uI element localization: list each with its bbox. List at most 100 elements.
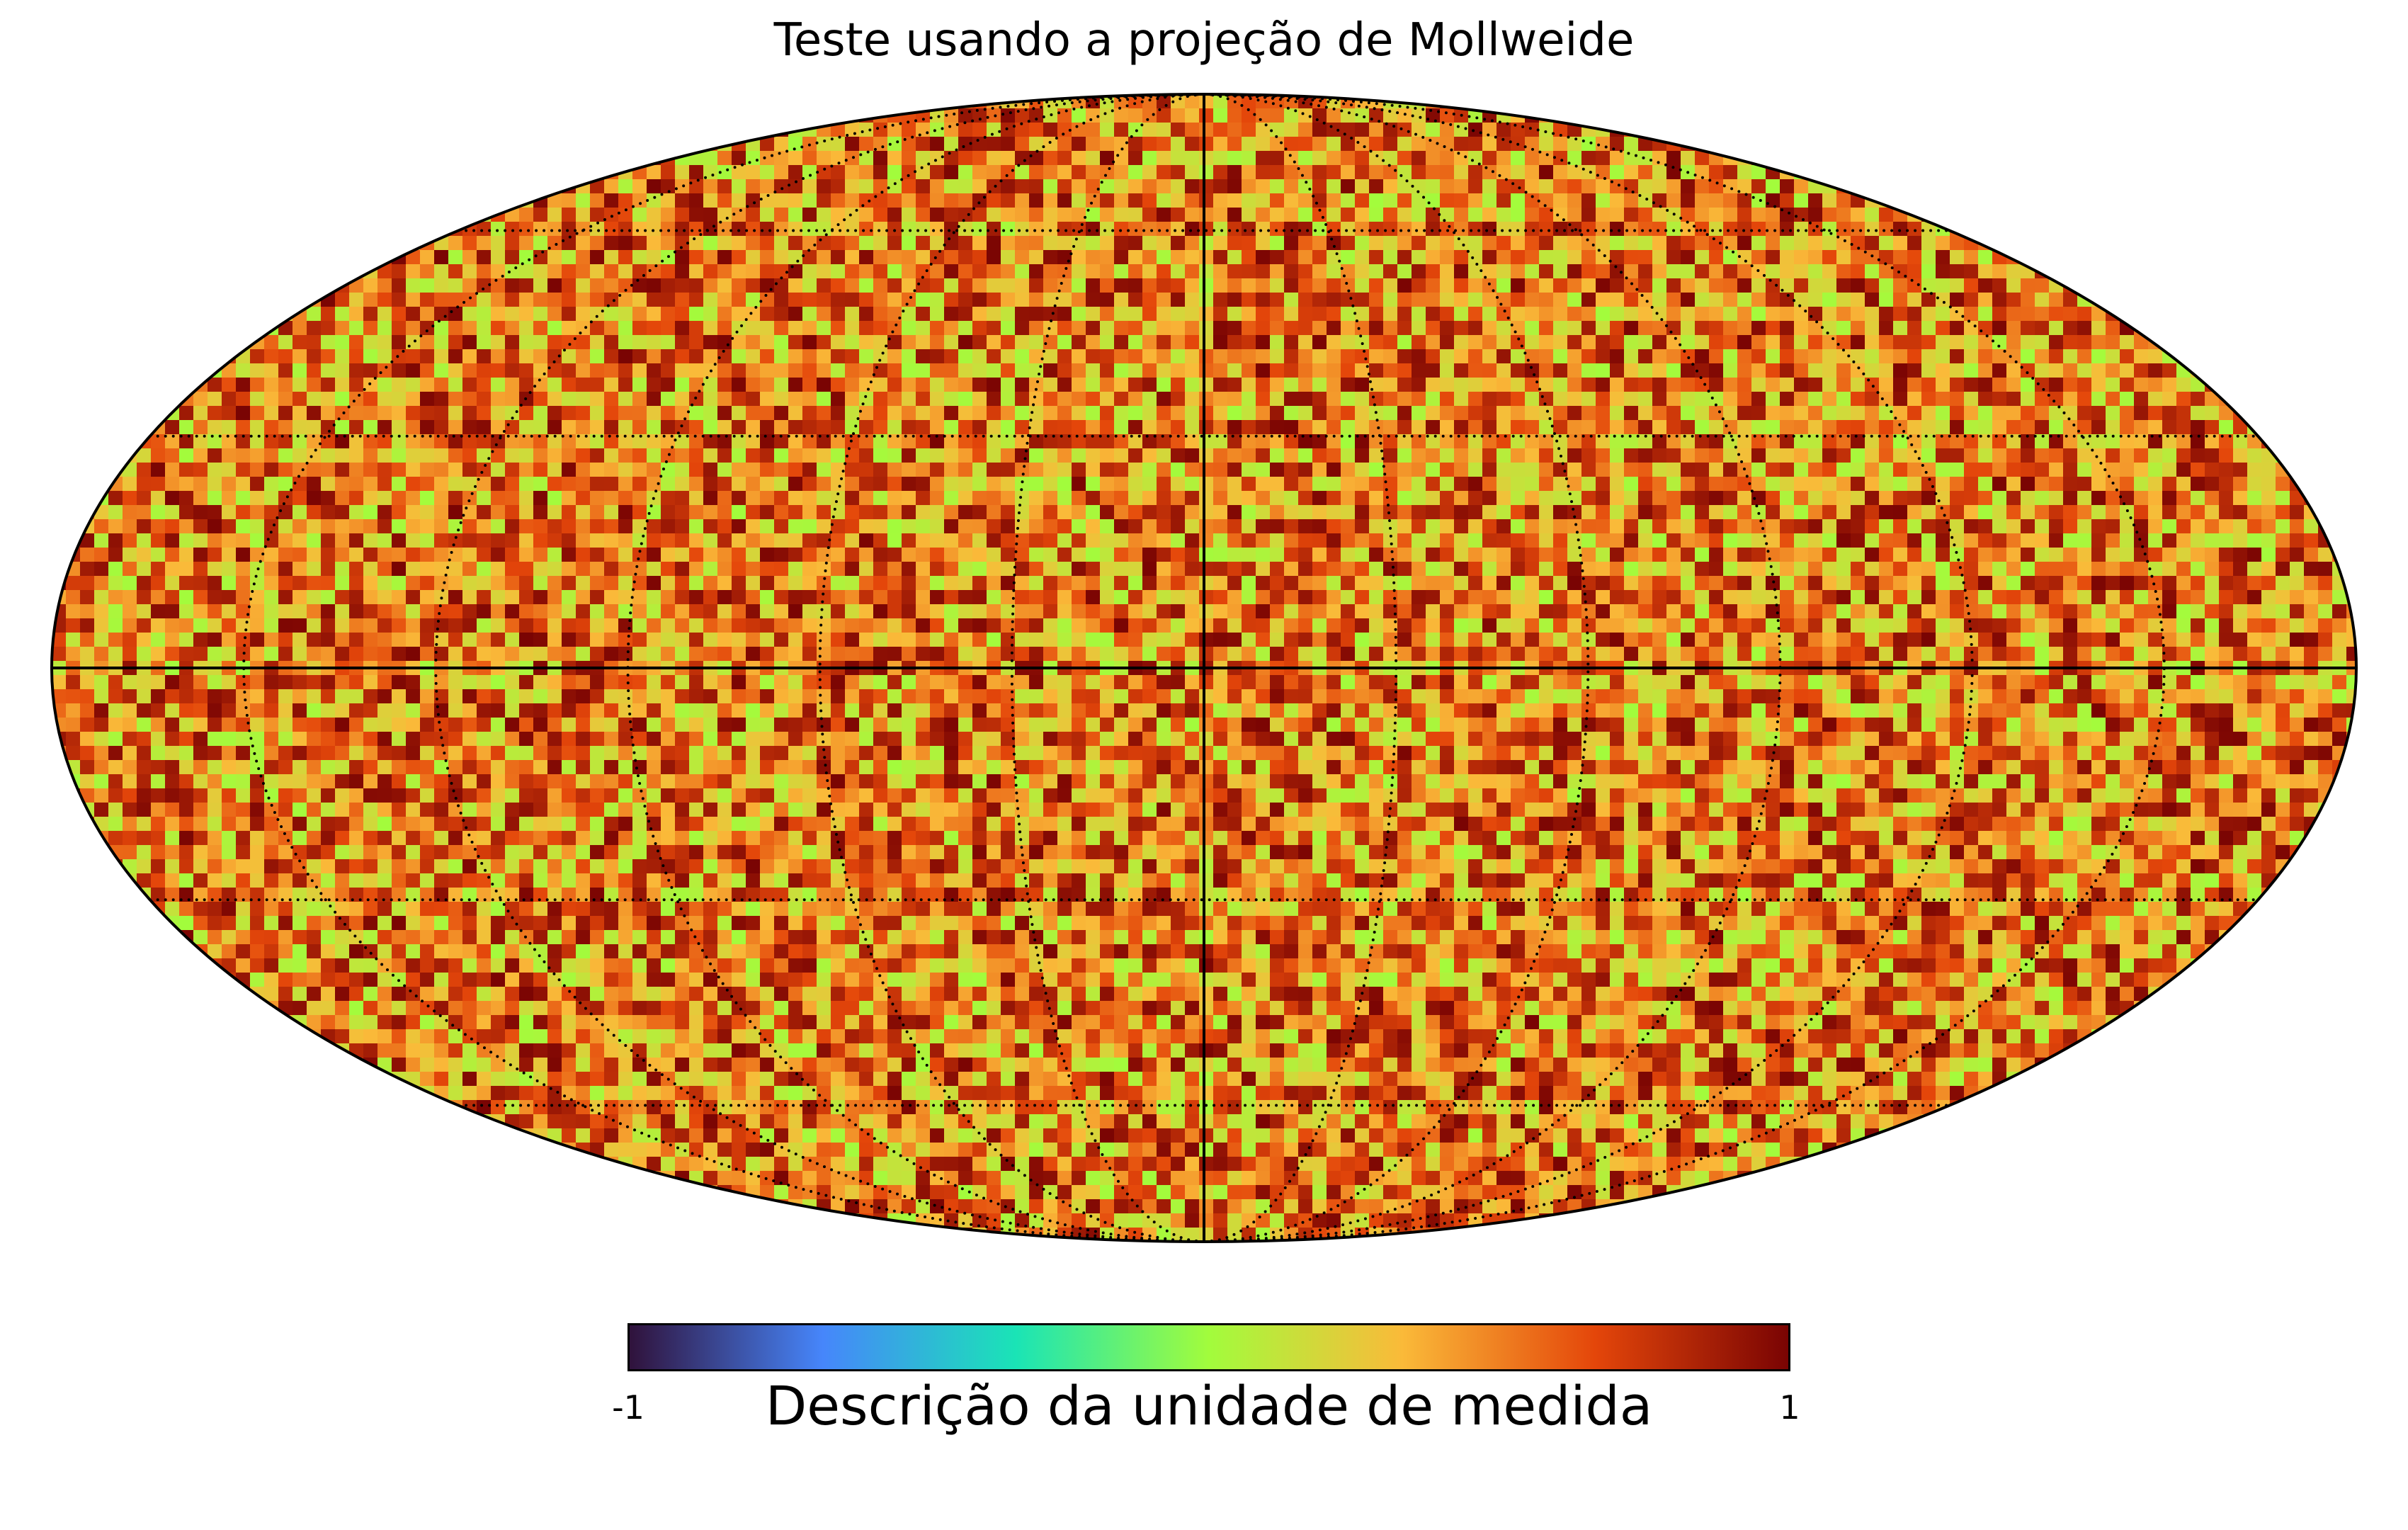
data-pixel: [236, 378, 251, 392]
data-pixel: [392, 562, 407, 577]
data-pixel: [1369, 448, 1384, 463]
data-pixel: [1440, 434, 1455, 449]
data-pixel: [1596, 434, 1611, 449]
data-pixel: [137, 420, 152, 435]
data-pixel: [1242, 363, 1256, 378]
data-pixel: [1865, 406, 1880, 421]
data-pixel: [1454, 165, 1469, 180]
data-pixel: [420, 307, 435, 322]
data-pixel: [1497, 307, 1511, 322]
data-pixel: [1213, 222, 1228, 237]
data-pixel: [703, 420, 718, 435]
data-pixel: [1525, 179, 1540, 194]
data-pixel: [1242, 618, 1256, 633]
data-pixel: [887, 491, 902, 506]
data-pixel: [2063, 533, 2078, 548]
data-pixel: [1822, 208, 1837, 222]
data-pixel: [689, 165, 704, 180]
data-pixel: [1185, 590, 1200, 605]
data-pixel: [1369, 278, 1384, 293]
data-pixel: [1879, 307, 1894, 322]
data-pixel: [533, 420, 548, 435]
data-pixel: [1369, 349, 1384, 364]
data-pixel: [434, 335, 449, 350]
data-pixel: [958, 392, 973, 407]
data-pixel: [151, 590, 166, 605]
data-pixel: [902, 363, 916, 378]
data-pixel: [1539, 392, 1554, 407]
data-pixel: [1312, 193, 1327, 208]
data-pixel: [1157, 491, 1171, 506]
data-pixel: [1695, 562, 1710, 577]
data-pixel: [703, 618, 718, 633]
data-pixel: [250, 363, 265, 378]
data-pixel: [420, 335, 435, 350]
data-pixel: [1624, 165, 1639, 180]
data-pixel: [222, 491, 237, 506]
data-pixel: [1454, 250, 1469, 265]
data-pixel: [675, 633, 690, 647]
data-pixel: [689, 179, 704, 194]
data-pixel: [2049, 519, 2064, 534]
data-pixel: [562, 491, 577, 506]
data-pixel: [916, 576, 931, 591]
data-pixel: [137, 576, 152, 591]
data-pixel: [859, 179, 874, 194]
data-pixel: [462, 307, 477, 322]
data-pixel: [902, 264, 916, 279]
data-pixel: [2290, 533, 2305, 548]
data-pixel: [1964, 293, 1979, 307]
data-pixel: [1638, 278, 1653, 293]
data-pixel: [2021, 548, 2035, 562]
data-pixel: [802, 165, 817, 180]
data-pixel: [1341, 420, 1356, 435]
data-pixel: [462, 576, 477, 591]
data-pixel: [1610, 363, 1625, 378]
data-pixel: [590, 533, 605, 548]
data-pixel: [151, 562, 166, 577]
data-pixel: [604, 335, 619, 350]
data-pixel: [1057, 562, 1072, 577]
data-pixel: [1298, 165, 1313, 180]
data-pixel: [1624, 151, 1639, 166]
data-pixel: [604, 293, 619, 307]
data-pixel: [661, 321, 676, 336]
data-pixel: [2035, 590, 2050, 605]
data-pixel: [2106, 392, 2120, 407]
data-pixel: [1298, 420, 1313, 435]
data-pixel: [1652, 250, 1667, 265]
data-pixel: [845, 250, 860, 265]
data-pixel: [1879, 264, 1894, 279]
data-pixel: [505, 278, 520, 293]
data-pixel: [1936, 335, 1950, 350]
data-pixel: [1482, 321, 1497, 336]
data-pixel: [1142, 378, 1157, 392]
data-pixel: [902, 349, 916, 364]
data-pixel: [1836, 533, 1851, 548]
data-pixel: [1397, 108, 1412, 123]
data-pixel: [1327, 505, 1341, 520]
data-pixel: [1043, 179, 1058, 194]
data-pixel: [1808, 505, 1823, 520]
data-pixel: [1086, 448, 1101, 463]
data-pixel: [944, 548, 959, 562]
data-pixel: [887, 293, 902, 307]
data-pixel: [817, 533, 831, 548]
data-pixel: [1242, 349, 1256, 364]
data-pixel: [1185, 165, 1200, 180]
data-pixel: [1072, 179, 1086, 194]
data-pixel: [1553, 477, 1568, 492]
data-pixel: [1553, 250, 1568, 265]
data-pixel: [392, 264, 407, 279]
data-pixel: [1043, 533, 1058, 548]
data-pixel: [802, 236, 817, 251]
data-pixel: [1369, 576, 1384, 591]
data-pixel: [1383, 448, 1398, 463]
data-pixel: [1921, 505, 1936, 520]
data-pixel: [887, 236, 902, 251]
data-pixel: [1001, 533, 1016, 548]
data-pixel: [1709, 505, 1724, 520]
data-pixel: [2176, 420, 2191, 435]
data-pixel: [1128, 434, 1143, 449]
data-pixel: [1440, 193, 1455, 208]
